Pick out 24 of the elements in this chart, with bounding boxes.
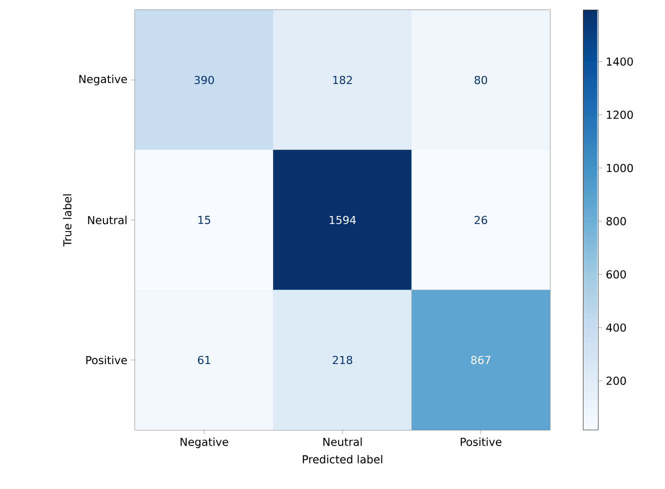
data-label: 390 — [194, 76, 214, 84]
data-label: 1594 — [330, 216, 356, 224]
y-tick-label: Positive — [86, 356, 127, 364]
color-bar-label: 200 — [606, 376, 626, 385]
color-bar-label: 1200 — [606, 110, 633, 119]
color-bar-label: 600 — [606, 270, 626, 279]
color-bar-label: 1000 — [606, 164, 633, 172]
color-bar-label: 400 — [606, 323, 626, 332]
x-tick-label: Positive — [460, 438, 502, 446]
color-bar-label: 800 — [606, 217, 626, 226]
data-label: 26 — [474, 216, 488, 224]
data-label: 867 — [471, 356, 490, 364]
y-axis-title: True label — [62, 194, 72, 247]
x-axis-title: Predicted label — [302, 454, 382, 464]
x-tick-label: Neutral — [323, 438, 362, 446]
data-label: 15 — [198, 216, 210, 224]
y-tick-label: Neutral — [88, 216, 126, 224]
x-tick-label: Negative — [180, 438, 228, 448]
data-label: 218 — [332, 356, 352, 364]
data-label: 80 — [474, 76, 488, 84]
data-label: 61 — [198, 356, 210, 364]
y-tick-label: Negative — [79, 74, 127, 86]
color-bar-label: 1400 — [606, 57, 633, 66]
data-label: 182 — [333, 76, 352, 84]
